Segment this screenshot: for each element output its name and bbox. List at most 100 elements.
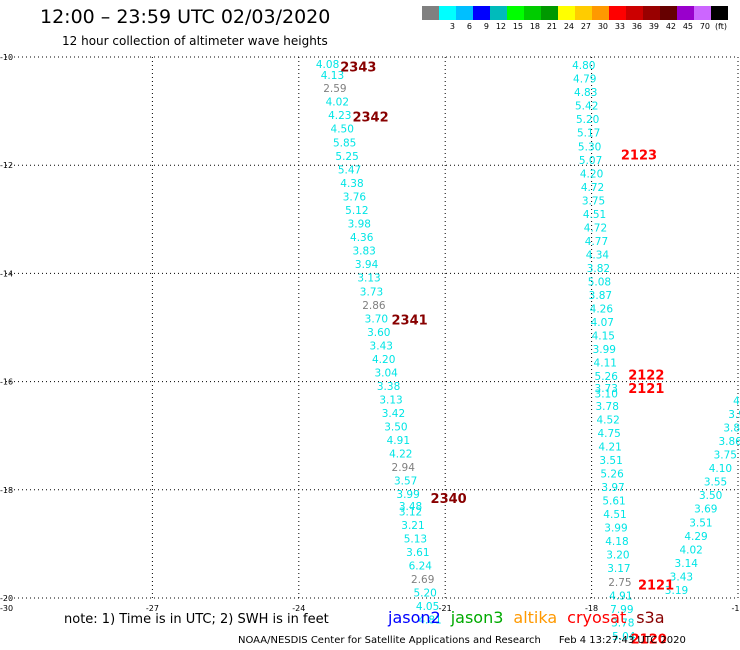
wave-height-point: 5.25 <box>335 151 358 163</box>
wave-height-point: 3.51 <box>689 517 712 529</box>
legend-swatch <box>592 6 609 20</box>
y-tick-label: -10 <box>0 53 13 62</box>
wave-height-point: 4.02 <box>679 544 702 556</box>
wave-height-point: 4.08 <box>316 59 339 71</box>
wave-height-point: 5.20 <box>576 114 599 126</box>
wave-height-point: 3.13 <box>357 273 380 285</box>
wave-height-point: 3.43 <box>370 340 393 352</box>
wave-height-point: 4.72 <box>584 222 607 234</box>
wave-height-point: 3.55 <box>704 477 727 489</box>
wave-height-point: 2.94 <box>392 462 416 474</box>
legend-tick-label: 36 <box>631 22 642 31</box>
wave-height-point: 3.69 <box>694 504 717 516</box>
legend-tick-label: 24 <box>563 22 574 31</box>
pass-time-label: 2120 <box>631 633 667 648</box>
wave-height-point: 2.59 <box>323 83 346 95</box>
credit-line: NOAA/NESDIS Center for Satellite Applica… <box>238 635 686 646</box>
wave-height-point: 3.76 <box>343 192 367 204</box>
wave-height-point: 3.20 <box>606 550 629 562</box>
pass-time-label: 2121 <box>628 382 664 397</box>
wave-height-point: 4.29 <box>684 531 707 543</box>
wave-height-point: 7.99 <box>610 604 633 616</box>
wave-height-point: 2.69 <box>411 574 434 586</box>
wave-height-point: 4.34 <box>586 249 610 261</box>
legend-swatch <box>541 6 558 20</box>
satellite-cryosat: cryosat <box>567 608 627 627</box>
legend-swatch <box>660 6 677 20</box>
legend-swatch <box>422 6 439 20</box>
wave-height-point: 4.77 <box>585 236 608 248</box>
wave-height-point: 2.75 <box>608 577 631 589</box>
wave-height-point: 3.61 <box>406 547 429 559</box>
wave-height-point: 4.21 <box>598 442 621 454</box>
legend-swatch <box>524 6 541 20</box>
wave-height-point: 3.43 <box>670 571 693 583</box>
legend-tick-label: (ft) <box>714 22 727 31</box>
wave-height-point: 5.08 <box>588 277 611 289</box>
wave-height-point: 3.12 <box>399 506 422 518</box>
wave-height-point: 3.99 <box>604 523 627 535</box>
page-subtitle: 12 hour collection of altimeter wave hei… <box>62 34 328 48</box>
legend-swatch <box>456 6 473 20</box>
wave-height-point: 3.87 <box>723 423 740 435</box>
wave-height-point: 4.72 <box>581 182 604 194</box>
wave-height-point: 4.20 <box>580 168 603 180</box>
wave-height-point: 5.85 <box>333 137 356 149</box>
wave-height-point: 4.20 <box>372 354 395 366</box>
y-tick-label: -20 <box>0 594 13 603</box>
wave-height-point: 4.22 <box>389 449 412 461</box>
legend-tick-label: 6 <box>466 22 472 31</box>
wave-height-point: 4.05 <box>416 601 439 613</box>
wave-height-point: 3.60 <box>367 327 390 339</box>
wave-height-point: 3.50 <box>384 422 407 434</box>
wave-height-point: 5.42 <box>575 101 598 113</box>
wave-height-point: 3.21 <box>401 520 424 532</box>
wave-height-point: 3.82 <box>587 263 610 275</box>
wave-height-point: 5.30 <box>578 141 601 153</box>
note-text: note: 1) Time is in UTC; 2) SWH is in fe… <box>64 612 329 627</box>
wave-height-point: 3.73 <box>595 383 618 395</box>
legend-tick-label: 70 <box>699 22 710 31</box>
legend-ticks: 3 6 9 12 15 18 21 24 27 30 33 36 39 42 45 70 (ft) <box>422 22 728 31</box>
legend-swatches <box>422 6 728 20</box>
pass-time-label: 2122 <box>628 369 664 384</box>
wave-height-point: 3.73 <box>360 286 383 298</box>
wave-height-point: 3.19 <box>665 585 688 597</box>
wave-height-point: 4.91 <box>609 590 632 602</box>
wave-height-point: 3.78 <box>611 617 634 629</box>
wave-height-point: 4.51 <box>583 209 606 221</box>
legend-tick-label: 21 <box>546 22 557 31</box>
wave-height-point: 6.24 <box>409 561 433 573</box>
pass-time-label: 2123 <box>621 148 657 163</box>
x-tick-label: -18 <box>585 604 598 613</box>
legend-tick-label: 33 <box>614 22 625 31</box>
pass-time-label: 2342 <box>352 111 388 126</box>
pass-time-label: 2343 <box>340 61 376 76</box>
wave-height-point: 3.87 <box>589 290 612 302</box>
wave-height-point: 4.91 <box>387 435 410 447</box>
wave-height-point: 3.94 <box>355 259 379 271</box>
data-points: 4.084.132.594.024.234.505.855.255.474.38… <box>316 59 740 643</box>
wave-height-point: 4.75 <box>597 428 620 440</box>
wave-height-point: 3.48 <box>399 501 422 513</box>
legend-swatch <box>575 6 592 20</box>
wave-height-point: 3.10 <box>595 389 618 401</box>
x-tick-label: -27 <box>146 604 159 613</box>
legend-swatch <box>609 6 626 20</box>
wave-height-point: 5.17 <box>577 128 600 140</box>
wave-height-point: 4.02 <box>326 96 349 108</box>
legend-swatch <box>643 6 660 20</box>
wave-height-point: 3.97 <box>601 482 624 494</box>
wave-height-point: 5.13 <box>404 533 427 545</box>
wave-height-point: 5.07 <box>579 155 602 167</box>
wave-height-point: 4.83 <box>574 87 597 99</box>
wave-height-point: 4.81 <box>418 615 441 627</box>
pass-time-label: 2340 <box>431 492 467 507</box>
wave-height-point: 3.14 <box>675 558 699 570</box>
wave-height-point: 2.86 <box>362 300 386 312</box>
wave-height-point: 3.17 <box>607 563 630 575</box>
legend-tick-label: 45 <box>682 22 693 31</box>
wave-height-point: 3.75 <box>582 195 605 207</box>
